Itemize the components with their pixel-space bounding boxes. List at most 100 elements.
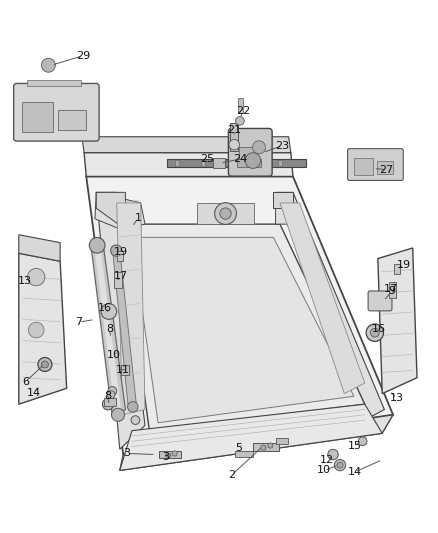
Polygon shape [132, 237, 354, 423]
Circle shape [337, 462, 343, 468]
Bar [175, 160, 179, 166]
Circle shape [220, 208, 231, 219]
Bar [213, 158, 225, 168]
Text: 19: 19 [114, 247, 128, 257]
Polygon shape [121, 224, 365, 431]
Circle shape [371, 328, 379, 337]
Bar [21, 102, 53, 132]
Polygon shape [19, 235, 60, 261]
Polygon shape [84, 152, 293, 176]
Polygon shape [91, 243, 125, 417]
Text: 1: 1 [135, 213, 142, 223]
Circle shape [107, 391, 115, 399]
Polygon shape [276, 192, 385, 420]
Polygon shape [276, 203, 304, 224]
FancyBboxPatch shape [228, 128, 272, 176]
Text: 16: 16 [372, 324, 386, 334]
Circle shape [245, 153, 261, 168]
Polygon shape [96, 192, 145, 449]
Circle shape [253, 141, 265, 154]
Circle shape [28, 269, 45, 286]
Bar [237, 159, 261, 167]
Text: 17: 17 [114, 271, 128, 281]
Polygon shape [197, 203, 254, 224]
Text: 11: 11 [115, 365, 129, 375]
Polygon shape [86, 176, 393, 455]
Text: 17: 17 [384, 284, 398, 294]
Text: 29: 29 [76, 51, 90, 61]
Bar [117, 251, 123, 261]
Bar [276, 438, 288, 444]
Text: 21: 21 [227, 125, 241, 135]
Bar [58, 110, 86, 130]
Circle shape [42, 361, 48, 368]
Text: 10: 10 [317, 465, 331, 475]
FancyBboxPatch shape [14, 84, 99, 141]
Text: 13: 13 [18, 276, 32, 286]
Text: 8: 8 [104, 391, 111, 401]
Text: 3: 3 [162, 452, 170, 462]
Polygon shape [120, 415, 393, 471]
Bar [252, 160, 256, 166]
Polygon shape [378, 248, 417, 393]
Text: 25: 25 [200, 154, 214, 164]
Polygon shape [280, 203, 365, 393]
Text: 15: 15 [348, 440, 362, 450]
Bar [230, 123, 238, 151]
Circle shape [102, 399, 114, 410]
Text: 16: 16 [98, 303, 112, 313]
Bar [167, 159, 306, 167]
Polygon shape [113, 248, 136, 409]
Polygon shape [96, 192, 125, 229]
Text: 23: 23 [275, 141, 289, 151]
Circle shape [166, 453, 171, 458]
Circle shape [358, 437, 367, 446]
Text: 9: 9 [389, 286, 396, 296]
Bar [201, 160, 205, 166]
Circle shape [334, 459, 346, 471]
FancyBboxPatch shape [348, 149, 403, 181]
Text: 2: 2 [229, 470, 236, 480]
Circle shape [112, 408, 124, 421]
Text: 13: 13 [389, 393, 403, 403]
Circle shape [366, 324, 384, 342]
Circle shape [38, 358, 52, 372]
Text: 14: 14 [348, 467, 362, 477]
Circle shape [111, 245, 122, 256]
Text: 5: 5 [235, 443, 242, 453]
Polygon shape [120, 404, 382, 471]
Bar [253, 442, 279, 450]
Polygon shape [117, 203, 145, 415]
Bar [159, 450, 181, 458]
Circle shape [261, 445, 266, 450]
Text: 14: 14 [27, 387, 41, 398]
Circle shape [328, 449, 338, 460]
Polygon shape [95, 192, 145, 229]
Bar [395, 264, 400, 274]
Bar [104, 398, 116, 406]
Text: 10: 10 [107, 351, 121, 360]
Text: 7: 7 [75, 317, 82, 327]
Bar [278, 160, 282, 166]
Circle shape [42, 58, 55, 72]
Text: 22: 22 [236, 106, 250, 116]
Circle shape [108, 386, 117, 395]
Text: 12: 12 [320, 455, 334, 465]
Circle shape [131, 416, 140, 424]
Bar [226, 160, 230, 166]
Bar [238, 98, 243, 113]
Text: 27: 27 [379, 165, 394, 175]
Polygon shape [82, 137, 291, 152]
Circle shape [101, 304, 117, 319]
Circle shape [89, 238, 105, 253]
Text: 3: 3 [123, 448, 130, 458]
FancyBboxPatch shape [368, 291, 392, 311]
Circle shape [215, 203, 237, 224]
Circle shape [268, 443, 273, 448]
Circle shape [229, 140, 240, 150]
Bar [27, 80, 81, 86]
Bar [239, 147, 257, 159]
Circle shape [236, 117, 244, 125]
Circle shape [28, 322, 44, 338]
Bar [235, 450, 253, 457]
